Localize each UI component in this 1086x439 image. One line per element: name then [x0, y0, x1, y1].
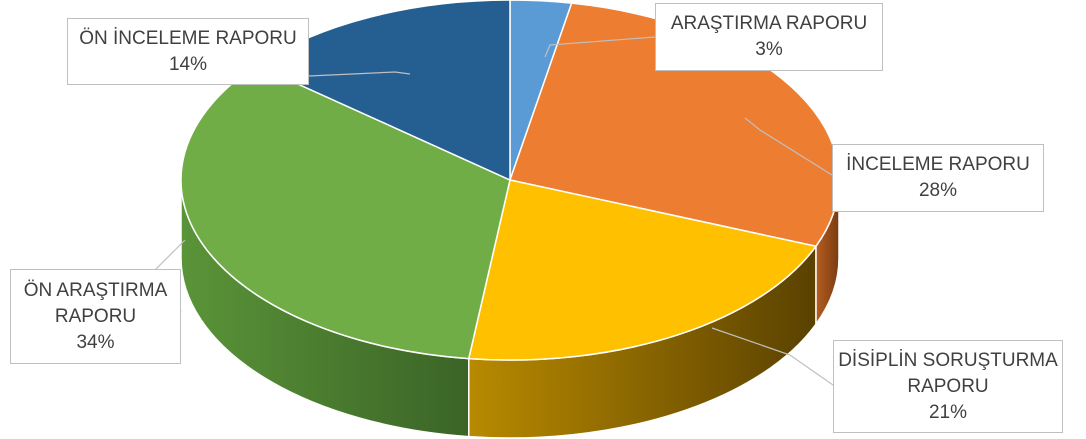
- leader-line-inceleme-raporu: [744, 117, 833, 176]
- data-label-on-arastirma-raporu: ÖN ARAŞTIRMA RAPORU 34%: [10, 269, 181, 364]
- label-percent: 14%: [168, 53, 208, 75]
- pie-slice-di-si-pli-n-sorusturma-raporu: [467, 179, 818, 361]
- leader-line-on-inceleme-raporu: [308, 71, 411, 77]
- data-label-arastirma-raporu: ARAŞTIRMA RAPORU 3%: [655, 3, 883, 71]
- label-name: İNCELEME RAPORU: [846, 154, 1030, 175]
- label-name-line-2: RAPORU: [54, 305, 137, 327]
- label-name-line-1: DİSİPLİN SORUŞTURMA: [838, 349, 1058, 371]
- data-label-inceleme-raporu: İNCELEME RAPORU 28%: [832, 144, 1044, 212]
- leader-line-disiplin-sorusturma-raporu: [711, 327, 834, 386]
- label-percent: 28%: [918, 180, 958, 201]
- pie-slice-on-arastirma-raporu: [180, 64, 511, 360]
- label-name-line-2: RAPORU: [907, 375, 989, 397]
- label-percent: 34%: [76, 331, 115, 353]
- label-name: ÖN İNCELEME RAPORU: [79, 27, 297, 49]
- leader-line-arastirma-raporu: [544, 36, 656, 58]
- data-label-disiplin-sorusturma-raporu: DİSİPLİN SORUŞTURMA RAPORU 21%: [833, 340, 1063, 433]
- label-name-line-1: ÖN ARAŞTIRMA: [23, 279, 168, 301]
- label-percent: 21%: [928, 401, 968, 423]
- label-name: ARAŞTIRMA RAPORU: [670, 13, 868, 34]
- data-label-on-inceleme-raporu: ÖN İNCELEME RAPORU 14%: [67, 18, 309, 85]
- label-percent: 3%: [755, 39, 783, 60]
